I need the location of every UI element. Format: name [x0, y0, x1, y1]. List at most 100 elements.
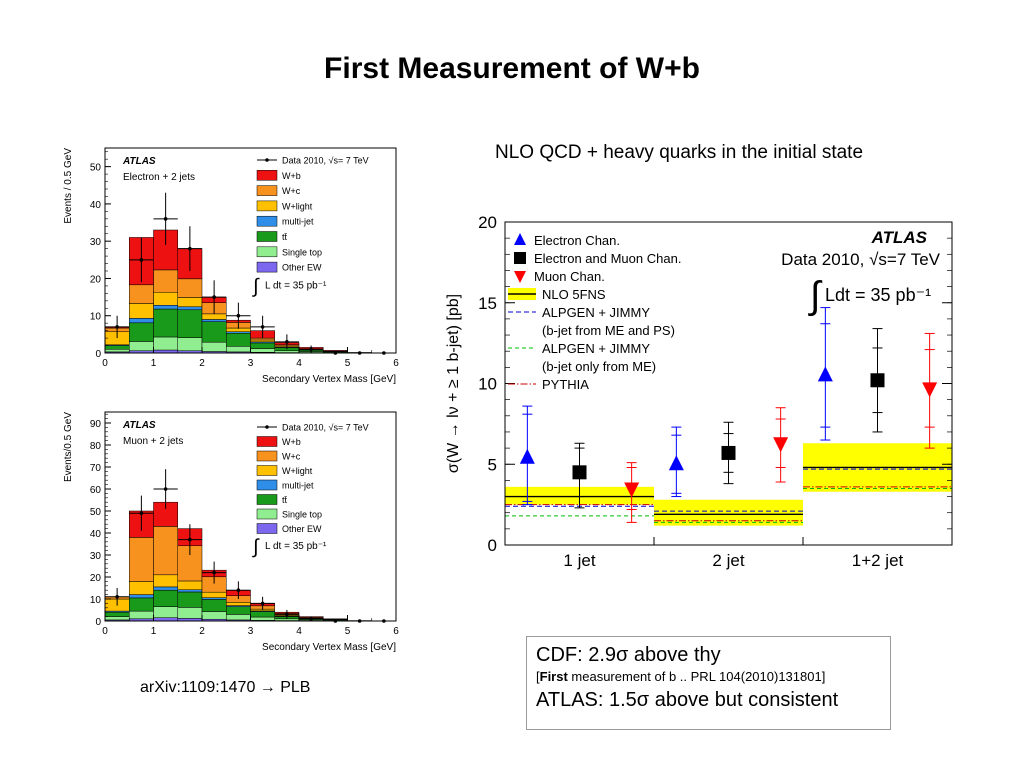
hist-bar-singletop — [104, 616, 130, 621]
data-point — [139, 511, 144, 515]
atlas-label: ATLAS — [122, 420, 156, 431]
note-ref-text: measurement of b .. PRL 104(2010)131801] — [567, 669, 826, 684]
marker-combined — [870, 373, 885, 388]
data-point — [382, 351, 386, 355]
hist-bar-singletop — [104, 349, 130, 353]
hist-bar-multijet — [177, 589, 203, 593]
legend-marker-muon — [514, 271, 526, 283]
legend-data-marker — [265, 425, 269, 429]
legend-swatch-singletop — [256, 246, 278, 258]
data-point — [357, 619, 362, 623]
data-point — [163, 217, 168, 221]
data-point — [333, 619, 338, 623]
y-axis-label: σ(W → lν + ≥ 1 b-jet) [pb] — [445, 294, 462, 473]
integral-sign: ∫ — [252, 275, 260, 297]
y-tick-label: 0 — [95, 349, 101, 360]
hist-bar-singletop — [274, 618, 300, 621]
hist-bar-multijet — [129, 318, 154, 324]
legend-label-multijet: multi-jet — [282, 217, 314, 227]
marker-muon — [922, 382, 938, 398]
legend-sublabel-alpgen_me: (b-jet only from ME) — [542, 359, 656, 374]
note-first: First — [539, 669, 568, 684]
x-tick-label: 1 — [151, 358, 157, 369]
data-point — [212, 295, 216, 299]
hist-bar-wb — [323, 350, 348, 352]
legend-label-alpgen_me_ps: ALPGEN + JIMMY — [542, 305, 650, 320]
hist-bar-wlight — [177, 297, 203, 308]
y-tick-label: 30 — [90, 551, 102, 562]
y-tick-label: 80 — [90, 441, 102, 452]
hist-bar-ttbar — [129, 322, 154, 342]
data-point — [309, 617, 313, 621]
hist-bar-ttbar — [104, 345, 130, 350]
note-box: CDF: 2.9σ above thy [First measurement o… — [526, 636, 891, 730]
legend-data-label: Data 2010, √s= 7 TeV — [282, 156, 369, 166]
data-point — [236, 313, 241, 318]
data-point — [309, 347, 313, 352]
legend-swatch-wlight — [256, 200, 278, 212]
hist-bar-ttbar — [153, 589, 178, 607]
legend-marker-combined — [514, 252, 526, 264]
hist-bar-singletop — [274, 350, 300, 353]
category-label: 2 jet — [712, 551, 744, 570]
legend-label-pythia: PYTHIA — [542, 377, 589, 392]
legend-swatch-wc — [256, 450, 278, 462]
x-tick-label: 1 — [151, 626, 157, 637]
note-line-cdf: CDF: 2.9σ above thy — [536, 644, 721, 666]
x-tick-label: 4 — [296, 358, 302, 369]
y-tick-label: 15 — [478, 294, 497, 313]
hist-bar-wc — [153, 269, 178, 293]
y-tick-label: 40 — [90, 200, 102, 211]
legend-label-wc: W+c — [282, 452, 301, 462]
hist-bar-ttbar — [250, 342, 275, 349]
x-tick-label: 2 — [199, 626, 205, 637]
y-tick-label: 40 — [90, 529, 102, 540]
legend-label-singletop: Single top — [282, 510, 322, 520]
hist-bar-multijet — [201, 597, 227, 600]
category-label: 1+2 jet — [852, 551, 904, 570]
integral-sign: ∫ — [808, 275, 823, 317]
x-tick-label: 3 — [248, 626, 254, 637]
y-tick-label: 50 — [90, 507, 102, 518]
channel-label: Muon + 2 jets — [123, 436, 183, 447]
cross-section-plot: 0 5 10 15 20 1 jet 2 jet 1+2 jet σ(W → lν + ≥ 1 … — [445, 213, 953, 570]
hist-bar-singletop — [250, 616, 275, 621]
y-axis-label: Events/0.5 GeV — [63, 412, 74, 482]
electron-histogram: 0 10 20 30 40 50 0 1 2 3 4 5 6 Secondary Vertex Mass … — [63, 147, 399, 385]
marker-electron — [668, 455, 684, 471]
hist-bar-wc — [250, 337, 275, 341]
legend-label-ttbar: tt̄ — [282, 232, 288, 242]
atlas-label: ATLAS — [122, 156, 156, 167]
hist-bar-wlight — [226, 602, 251, 606]
lumi-label: L dt = 35 pb⁻¹ — [265, 541, 327, 552]
hist-bar-singletop — [250, 348, 275, 353]
hist-bar-multijet — [201, 319, 227, 322]
y-tick-label: 20 — [90, 573, 102, 584]
hist-bar-wlight — [129, 303, 154, 319]
legend-data-label: Data 2010, √s= 7 TeV — [282, 423, 369, 433]
hist-bar-ttbar — [201, 599, 227, 612]
legend-swatch-ttbar — [256, 494, 278, 505]
legend-label-wb: W+b — [282, 437, 301, 447]
marker-combined — [721, 445, 736, 460]
data-point — [212, 570, 216, 575]
hist-bar-ttbar — [177, 591, 203, 608]
hist-bar-singletop — [129, 341, 154, 352]
hist-bar-ttbar — [153, 308, 178, 338]
x-tick-label: 0 — [102, 358, 108, 369]
hist-bar-multijet — [153, 586, 178, 591]
marker-muon — [624, 482, 640, 498]
x-axis-label: Secondary Vertex Mass [GeV] — [262, 642, 396, 653]
legend-swatch-wlight — [256, 465, 278, 476]
y-tick-label: 60 — [90, 485, 102, 496]
hist-bar-wc — [177, 278, 203, 298]
x-axis-label: Secondary Vertex Mass [GeV] — [262, 374, 396, 385]
y-axis-label: Events / 0.5 GeV — [63, 148, 74, 224]
y-tick-label: 10 — [478, 375, 497, 394]
note-line-reference: [First measurement of b .. PRL 104(2010)… — [536, 667, 890, 687]
hist-bar-multijet — [177, 306, 203, 311]
channel-label: Electron + 2 jets — [123, 172, 195, 183]
marker-electron — [817, 366, 833, 382]
legend-swatch-multijet — [256, 215, 278, 227]
hist-bar-wlight — [250, 339, 275, 343]
